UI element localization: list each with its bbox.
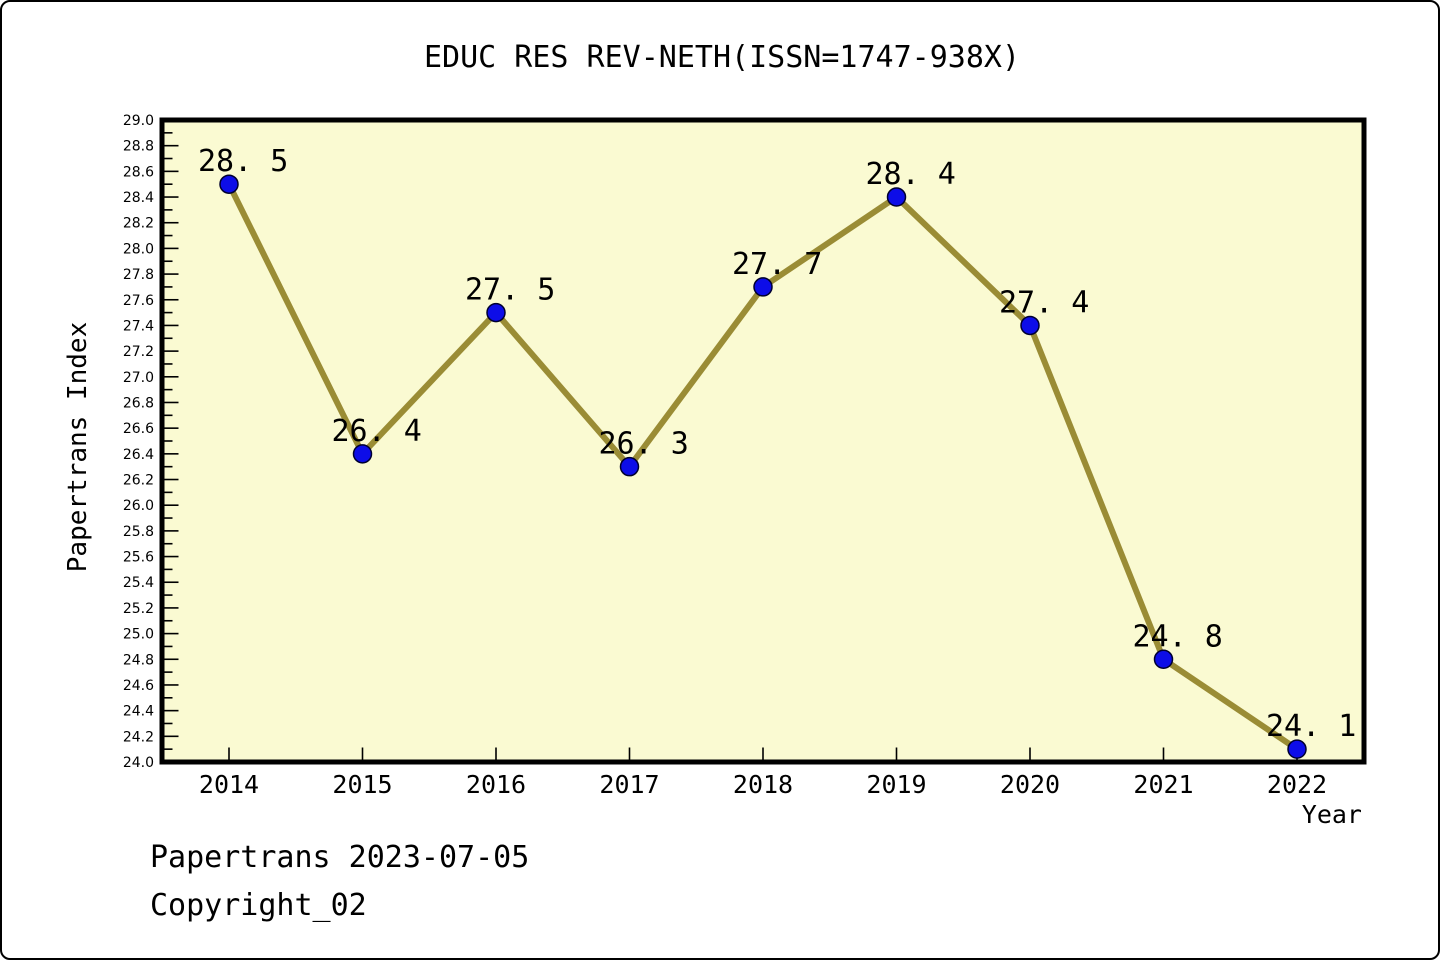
y-tick-label: 26.4 <box>123 447 154 463</box>
x-tick-label: 2020 <box>1000 770 1060 799</box>
y-tick-label: 28.6 <box>123 164 154 180</box>
data-point-label-2019: 28. 4 <box>866 157 956 192</box>
data-point-label-2018: 27. 7 <box>732 247 822 282</box>
y-tick-label: 24.2 <box>123 729 154 745</box>
y-tick-label: 24.4 <box>123 704 154 720</box>
data-point-label-2016: 27. 5 <box>465 273 555 308</box>
y-tick-label: 26.8 <box>123 395 154 411</box>
y-tick-label: 27.8 <box>123 267 154 283</box>
data-point-label-2021: 24. 8 <box>1133 619 1223 654</box>
data-point-label-2022: 24. 1 <box>1266 709 1356 744</box>
y-tick-label: 27.6 <box>123 293 154 309</box>
y-axis-label: Papertrans Index <box>63 321 93 573</box>
y-tick-label: 24.8 <box>123 652 154 668</box>
y-tick-label: 27.0 <box>123 370 154 386</box>
x-tick-label: 2022 <box>1267 770 1327 799</box>
y-tick-label: 28.8 <box>123 139 154 155</box>
y-tick-label: 26.6 <box>123 421 154 437</box>
x-tick-label: 2021 <box>1133 770 1193 799</box>
y-tick-label: 27.2 <box>123 344 154 360</box>
x-axis-label: Year <box>1301 800 1362 829</box>
data-point-2017 <box>619 456 640 477</box>
footer-copyright: Copyright_02 <box>150 888 367 923</box>
y-tick-label: 28.4 <box>123 190 154 206</box>
y-tick-label: 25.8 <box>123 524 154 540</box>
data-point-2016 <box>486 302 506 323</box>
footer-source-date: Papertrans 2023-07-05 <box>150 840 530 875</box>
data-point-2021 <box>1153 649 1174 670</box>
x-tick-label: 2015 <box>332 770 392 799</box>
data-point-2014 <box>219 174 239 194</box>
y-tick-label: 26.0 <box>123 498 154 514</box>
data-point-2022 <box>1287 739 1307 759</box>
y-tick-label: 27.4 <box>123 318 154 334</box>
data-point-label-2020: 27. 4 <box>999 285 1089 320</box>
y-tick-label: 25.2 <box>123 601 154 617</box>
x-tick-label: 2016 <box>466 770 526 799</box>
x-tick-label: 2017 <box>599 770 659 799</box>
data-point-2015 <box>352 444 373 464</box>
x-tick-label: 2014 <box>199 770 259 799</box>
y-tick-label: 28.0 <box>123 241 154 257</box>
y-tick-label: 28.2 <box>123 216 154 232</box>
y-tick-label: 25.6 <box>123 550 154 566</box>
y-tick-label: 26.2 <box>123 473 154 489</box>
x-tick-label: 2019 <box>866 770 926 799</box>
data-point-label-2014: 28. 5 <box>198 144 288 179</box>
data-point-label-2015: 26. 4 <box>332 414 422 449</box>
data-point-2018 <box>753 277 773 297</box>
y-tick-label: 25.4 <box>123 575 154 591</box>
data-point-2019 <box>886 187 907 207</box>
data-point-2020 <box>1020 315 1040 336</box>
y-tick-label: 25.0 <box>123 627 154 643</box>
x-tick-label: 2018 <box>733 770 793 799</box>
y-tick-label: 29.0 <box>123 113 154 129</box>
data-point-label-2017: 26. 3 <box>599 427 689 462</box>
y-tick-label: 24.0 <box>123 755 154 771</box>
plot-border <box>159 117 1367 765</box>
y-tick-label: 24.6 <box>123 678 154 694</box>
chart-title: EDUC RES REV-NETH(ISSN=1747-938X) <box>423 40 1021 75</box>
